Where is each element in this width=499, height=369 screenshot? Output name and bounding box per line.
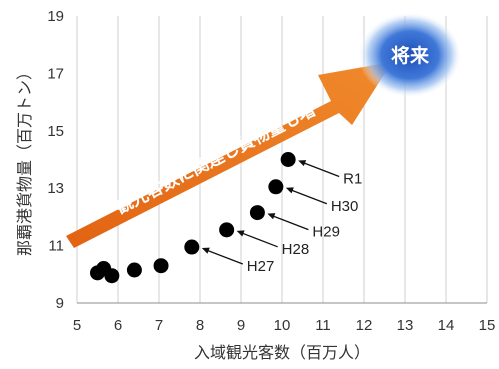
x-tick-label: 13 — [397, 317, 414, 334]
x-tick-labels: 5 6 7 8 9 10 11 12 13 14 15 — [73, 317, 496, 334]
y-tick-label: 17 — [47, 65, 64, 82]
x-axis-title: 入域観光客数（百万人） — [194, 343, 370, 362]
x-tick-label: 10 — [274, 317, 291, 334]
future-glow — [358, 12, 462, 98]
x-tick-label: 14 — [438, 317, 455, 334]
x-tick-label: 15 — [479, 317, 496, 334]
annotation-arrow-line — [238, 231, 278, 248]
data-point — [280, 152, 296, 167]
data-point — [249, 205, 265, 221]
y-tick-label: 15 — [47, 123, 64, 140]
x-tick-label: 6 — [114, 317, 122, 334]
annotation-arrow-head — [298, 160, 307, 167]
x-tick-label: 12 — [356, 317, 373, 334]
data-point — [268, 179, 284, 195]
data-point — [219, 222, 235, 238]
x-tick-label: 5 — [73, 317, 81, 334]
annotation-arrow-head — [267, 213, 276, 220]
annotation-arrow-head — [201, 247, 210, 254]
annotation-label: H27 — [247, 258, 275, 275]
annotation-arrow-line — [203, 248, 244, 265]
annotation-label: H28 — [282, 241, 310, 258]
data-point — [184, 239, 200, 255]
y-axis-title: 那覇港貨物量（百万トン） — [15, 64, 34, 256]
annotation-arrow-line — [287, 188, 328, 205]
annotation-arrow-head — [236, 230, 245, 237]
annotation-label: H30 — [331, 198, 359, 215]
data-point — [126, 262, 142, 278]
annotation-label: H29 — [312, 224, 340, 241]
x-tick-label: 7 — [155, 317, 163, 334]
y-tick-labels: 9 11 13 15 17 19 — [47, 8, 64, 312]
annotation-arrow-head — [285, 187, 294, 194]
data-points — [90, 152, 296, 284]
annotation-arrow-line — [299, 160, 340, 178]
x-tick-label: 11 — [315, 317, 331, 334]
future-badge: 将来 — [358, 12, 462, 98]
trend-arrow: 観光客数に関連し貨物量も増 — [66, 62, 392, 248]
annotation-label: R1 — [343, 171, 362, 188]
annotation-arrow-line — [269, 213, 309, 231]
y-tick-label: 19 — [47, 8, 64, 25]
data-point — [153, 258, 169, 274]
future-label: 将来 — [391, 44, 429, 67]
x-tick-label: 9 — [237, 317, 245, 334]
data-point — [104, 268, 120, 284]
y-tick-label: 11 — [48, 238, 64, 255]
x-tick-label: 8 — [196, 317, 204, 334]
y-tick-label: 9 — [56, 295, 64, 312]
y-tick-label: 13 — [47, 180, 64, 197]
trend-arrow-shape — [66, 62, 392, 248]
